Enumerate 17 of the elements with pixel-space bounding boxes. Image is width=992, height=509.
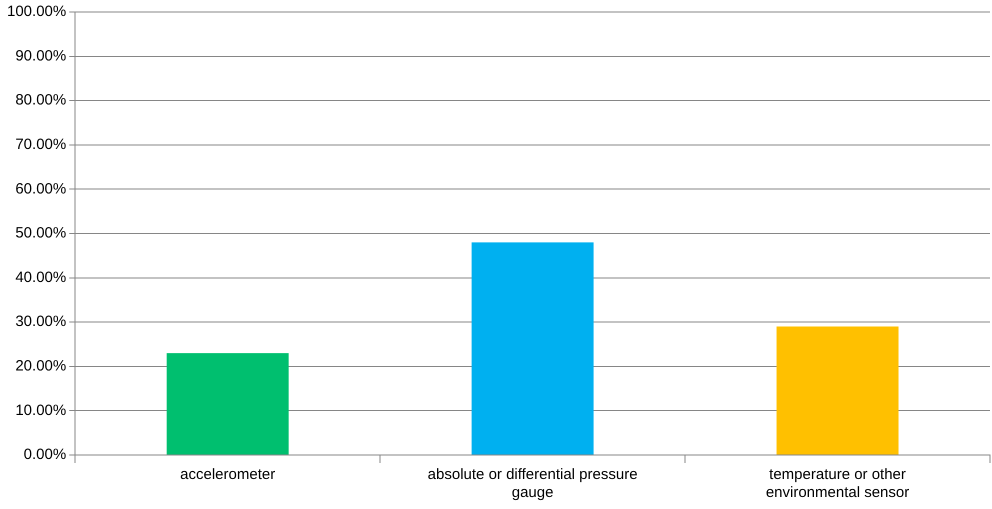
y-tick-label: 60.00% bbox=[15, 180, 66, 198]
y-tick-label: 90.00% bbox=[15, 47, 66, 64]
y-tick-label: 20.00% bbox=[15, 358, 66, 375]
bar bbox=[776, 326, 899, 454]
y-tick-label: 100.00% bbox=[7, 3, 66, 20]
x-tick-label: accelerometer bbox=[180, 466, 276, 484]
y-tick-label: 0.00% bbox=[24, 446, 66, 464]
y-tick-label: 40.00% bbox=[15, 268, 66, 286]
x-tick-label: absolute or differential pressure gauge bbox=[428, 466, 638, 502]
x-tick-label: temperature or other environmental sensor bbox=[766, 466, 910, 502]
bar bbox=[472, 242, 594, 454]
y-tick-label: 70.00% bbox=[15, 136, 66, 154]
y-tick-label: 30.00% bbox=[15, 313, 66, 330]
y-tick-label: 10.00% bbox=[15, 402, 66, 419]
y-tick-label: 50.00% bbox=[15, 224, 66, 242]
bar bbox=[166, 353, 289, 454]
y-tick-label: 80.00% bbox=[15, 92, 66, 109]
